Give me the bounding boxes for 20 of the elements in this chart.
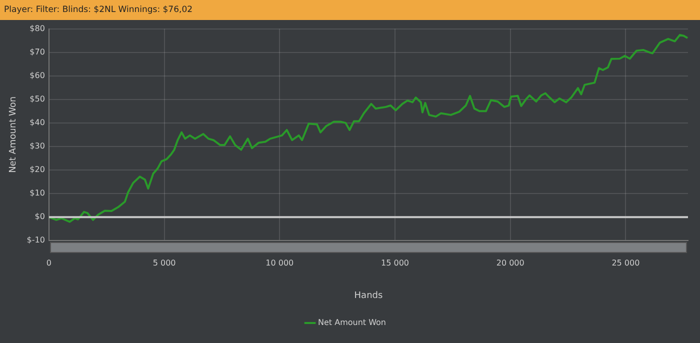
y-tick-label: $0 [34, 212, 45, 222]
y-tick-label: $30 [30, 142, 45, 151]
x-tick-label: 10 000 [266, 258, 294, 268]
y-tick-label: $70 [30, 47, 45, 56]
x-tick-label: 25 000 [612, 258, 640, 268]
y-tick-label: $50 [30, 94, 45, 104]
x-tick-label: 5 000 [152, 258, 176, 268]
y-tick-label: $20 [30, 165, 45, 174]
x-tick-label: 20 000 [496, 258, 524, 268]
x-axis-title: Hands [354, 290, 383, 301]
x-tick-label: 0 [46, 258, 52, 268]
legend-label: Net Amount Won [318, 318, 386, 328]
y-tick-label: $-10 [26, 236, 45, 245]
x-tick-label: 15 000 [381, 258, 410, 268]
chart-title: Player: Filter: Blinds: $2NL Winnings: $76,02 [0, 0, 700, 20]
y-tick-label: $60 [30, 70, 45, 80]
y-axis-title: Net Amount Won [8, 96, 19, 173]
y-tick-label: $80 [30, 24, 45, 33]
y-tick-label: $10 [30, 188, 45, 198]
y-tick-label: $40 [30, 118, 45, 128]
